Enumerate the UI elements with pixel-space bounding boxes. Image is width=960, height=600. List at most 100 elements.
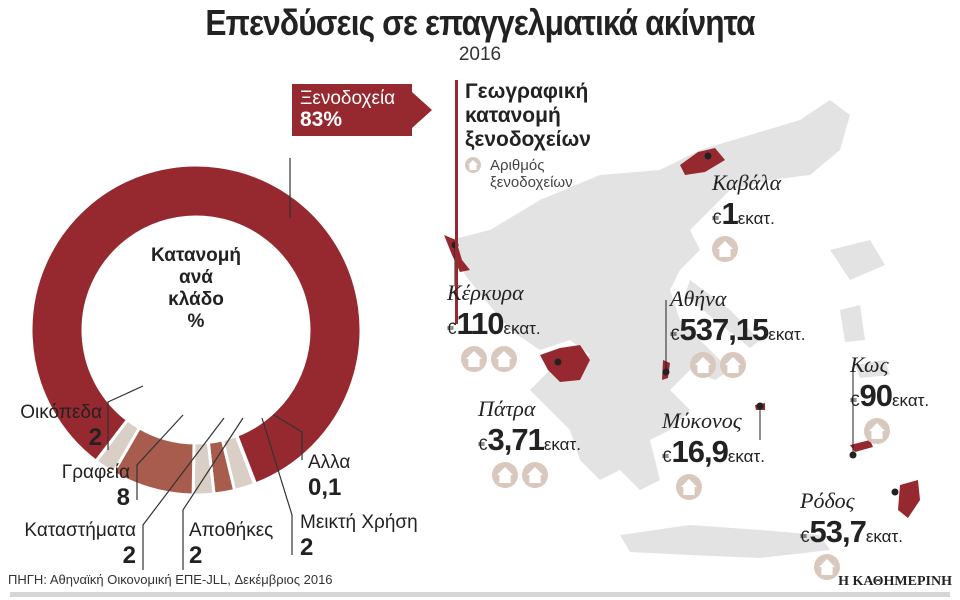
house-icon (465, 157, 481, 173)
currency: € (850, 391, 860, 410)
label-name: Μεικτή Χρήση (300, 512, 418, 533)
year-subtitle: 2016 (458, 44, 502, 65)
house-icon (814, 554, 840, 580)
label-name: Οικόπεδα (20, 402, 102, 423)
city-name: Κως (850, 352, 889, 377)
city-name: Καβάλα (712, 170, 782, 195)
callout-label: Ξενοδοχεία (300, 88, 396, 109)
city-name: Πάτρα (478, 396, 536, 421)
page-title: Επενδύσεις σε επαγγελματικά ακίνητα (205, 2, 755, 43)
label-value: 0,1 (308, 474, 342, 501)
legend-text: ξενοδοχείων (490, 174, 573, 191)
house-icon (491, 346, 517, 372)
leader-katastimata (142, 417, 225, 570)
label-name: Αποθήκες (189, 520, 274, 541)
currency: € (712, 209, 722, 228)
amount-value: 537,15 (679, 312, 769, 347)
label-name: Γραφεία (61, 462, 130, 483)
leader-oikopeda (107, 385, 144, 450)
label-name: Καταστήματα (24, 520, 136, 541)
map-title-line: Γεωγραφική (465, 80, 589, 103)
house-icon (720, 352, 746, 378)
house-icon (522, 462, 548, 488)
label-value: 2 (88, 424, 102, 451)
samos (855, 360, 890, 378)
amount-value: 16,9 (671, 434, 728, 469)
donut-segment-hotels (29, 163, 363, 486)
center-line: Κατανομή (151, 245, 241, 266)
brand-logo: Η ΚΑΘΗΜΕΡΙΝΗ (838, 574, 952, 589)
amount-unit: εκατ. (543, 435, 581, 454)
label-value: 2 (300, 534, 314, 561)
city-amount: €1εκατ. (712, 196, 781, 232)
house-icon (461, 346, 487, 372)
house-icon (690, 352, 716, 378)
city-label: Μύκονος €16,9εκατ. (662, 408, 765, 505)
label-oikopeda: Οικόπεδα 2 (20, 402, 102, 452)
label-katastimata: Καταστήματα 2 (24, 520, 136, 570)
currency: € (662, 447, 672, 466)
city-label: Πάτρα €3,71εκατ. (478, 396, 581, 493)
label-name: Αλλα (308, 452, 351, 473)
center-line: ανά (179, 267, 213, 288)
house-icon (712, 236, 738, 262)
amount-value: 110 (456, 306, 504, 341)
source-note: ΠΗΓΗ: Αθηναϊκή Οικονομική ΕΠΕ-JLL, Δεκέμ… (8, 572, 333, 587)
region-kavala (680, 148, 725, 175)
region-patra (540, 345, 590, 382)
marker-patra (554, 358, 562, 366)
city-amount: €90εκατ. (850, 378, 929, 414)
city-name: Κέρκυρα (447, 280, 524, 305)
currency: € (800, 527, 810, 546)
callout-value: 83% (300, 108, 343, 131)
city-amount: €537,15εκατ. (670, 312, 805, 348)
city-label: Κως €90εκατ. (850, 352, 929, 449)
city-amount: €16,9εκατ. (662, 434, 765, 470)
map-legend: Αριθμός ξενοδοχείων (465, 157, 573, 191)
currency: € (447, 319, 457, 338)
currency: € (670, 325, 680, 344)
amount-unit: εκατ. (503, 319, 541, 338)
amount-value: 53,7 (809, 514, 866, 549)
city-label: Κέρκυρα €110εκατ. (447, 280, 541, 377)
label-value: 2 (122, 542, 136, 569)
city-name: Μύκονος (662, 408, 742, 433)
hotels-callout: Ξενοδοχεία 83% (292, 84, 432, 136)
city-label: Ρόδος €53,7εκατ. (800, 488, 903, 585)
label-grafeia: Γραφεία 8 (62, 462, 130, 512)
center-line: % (187, 311, 205, 332)
city-amount: €3,71εκατ. (478, 422, 581, 458)
label-value: 2 (189, 542, 203, 569)
marker-rodos (891, 488, 899, 496)
donut-chart (29, 158, 363, 570)
amount-value: 90 (859, 378, 892, 413)
map-title-line: κατανομή (465, 104, 561, 127)
currency: € (478, 435, 488, 454)
evia (685, 280, 760, 348)
label-mikti-xrisi: Μεικτή Χρήση 2 (300, 512, 418, 562)
city-amount: €110εκατ. (447, 306, 541, 342)
greece-map (444, 100, 920, 558)
leader-grafeia (136, 414, 184, 500)
amount-unit: εκατ. (768, 325, 806, 344)
city-label: Αθήνα €537,15εκατ. (670, 286, 805, 383)
amount-unit: εκατ. (737, 209, 775, 228)
city-name: Αθήνα (670, 286, 727, 311)
leader-mikti (261, 417, 293, 555)
amount-value: 1 (721, 196, 738, 231)
amount-unit: εκατ. (727, 447, 765, 466)
lesvos (830, 240, 885, 280)
house-icon (676, 474, 702, 500)
donut-center-title: Κατανομή ανά κλάδο % (136, 245, 256, 333)
footer-bar (10, 592, 950, 597)
leader-apothikes (182, 417, 244, 570)
city-name: Ρόδος (800, 488, 855, 513)
map-title-line: ξενοδοχείων (465, 128, 591, 151)
map-title: Γεωγραφική κατανομή ξενοδοχείων (455, 80, 591, 324)
city-amount: €53,7εκατ. (800, 514, 903, 550)
chios (840, 305, 865, 342)
amount-unit: εκατ. (891, 391, 930, 410)
label-alla: Αλλα 0,1 (308, 452, 350, 502)
region-kos (850, 440, 873, 452)
label-apothikes: Αποθήκες 2 (189, 520, 273, 570)
